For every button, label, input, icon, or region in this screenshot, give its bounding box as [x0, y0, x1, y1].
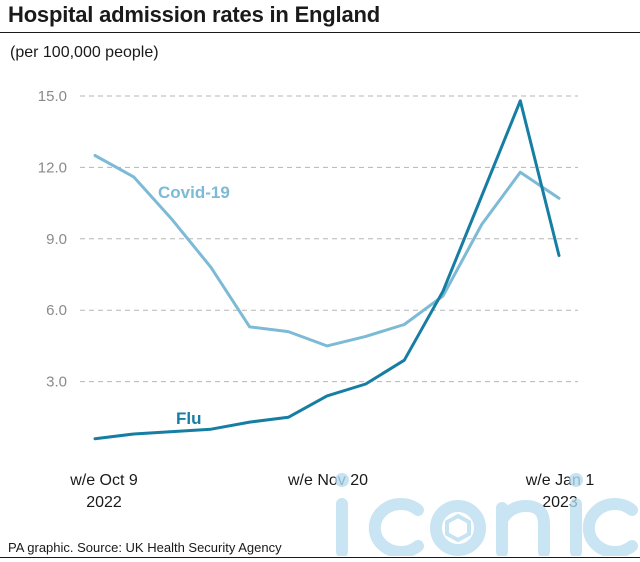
chart-title: Hospital admission rates in England — [8, 2, 380, 27]
x-tick-label-year: 2022 — [86, 494, 122, 511]
y-tick-label: 6.0 — [46, 302, 67, 319]
bottom-rule — [0, 557, 640, 558]
series-labels: Covid-19 Flu — [158, 183, 230, 428]
series-label: Covid-19 — [158, 183, 230, 202]
x-tick-label: w/e Jan 1 — [525, 472, 595, 489]
y-tick-labels: 3.0 6.0 9.0 12.0 15.0 — [38, 88, 67, 391]
y-tick-label: 3.0 — [46, 374, 67, 391]
y-tick-label: 9.0 — [46, 231, 67, 248]
top-rule — [0, 32, 640, 33]
y-axis-unit-label: (per 100,000 people) — [10, 44, 159, 61]
y-tick-label: 15.0 — [38, 88, 67, 105]
x-tick-label: w/e Nov 20 — [287, 472, 368, 489]
gridlines — [80, 95, 578, 383]
x-tick-label-year: 2023 — [542, 494, 578, 511]
y-tick-label: 12.0 — [38, 159, 67, 176]
series-label: Flu — [176, 409, 202, 428]
flu-line — [93, 99, 561, 441]
x-tick-labels: w/e Oct 9 2022 w/e Nov 20 w/e Jan 1 2023 — [69, 472, 594, 511]
source-note: PA graphic. Source: UK Health Security A… — [8, 540, 282, 555]
x-tick-label: w/e Oct 9 — [69, 472, 138, 489]
series-lines — [93, 99, 561, 441]
